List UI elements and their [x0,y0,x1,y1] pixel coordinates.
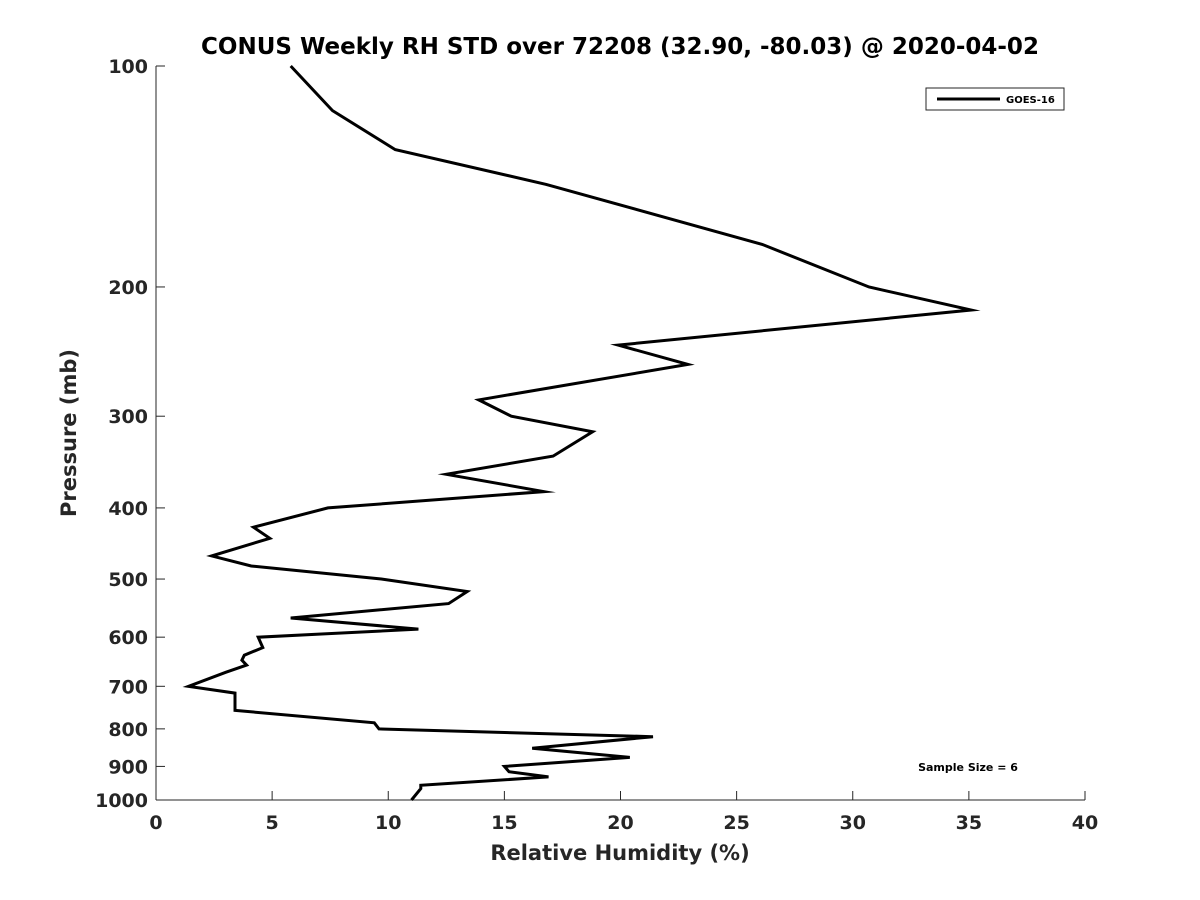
x-tick-label: 20 [607,812,633,834]
y-tick-label: 800 [108,719,148,741]
y-tick-label: 600 [108,627,148,649]
y-tick-label: 300 [108,406,148,428]
sample-size-annotation: Sample Size = 6 [918,761,1018,774]
x-tick-label: 25 [723,812,749,834]
y-tick-label: 900 [108,756,148,778]
x-tick-label: 10 [375,812,401,834]
y-tick-label: 400 [108,498,148,520]
axes [155,66,1085,801]
x-tick-label: 40 [1072,812,1098,834]
y-tick-label: 700 [108,676,148,698]
x-tick-label: 30 [840,812,866,834]
x-tick-label: 5 [266,812,279,834]
y-tick-label: 500 [108,569,148,591]
x-tick-label: 0 [149,812,162,834]
x-axis-label: Relative Humidity (%) [490,841,749,865]
x-tick-label: 15 [491,812,517,834]
ticks: 0 5 10 15 20 25 30 35 40 100 200 300 400 500 600 700 800… [95,56,1098,834]
chart-title: CONUS Weekly RH STD over 72208 (32.90, -… [201,34,1039,60]
y-axis-label: Pressure (mb) [57,349,81,517]
y-tick-label: 1000 [95,790,148,812]
series-line-goes-16 [182,64,981,801]
series [182,64,981,801]
x-tick-label: 35 [956,812,982,834]
y-tick-label: 100 [108,56,148,78]
legend: GOES-16 [925,87,1065,111]
y-tick-label: 200 [108,277,148,299]
legend-label-goes-16: GOES-16 [1006,95,1055,106]
